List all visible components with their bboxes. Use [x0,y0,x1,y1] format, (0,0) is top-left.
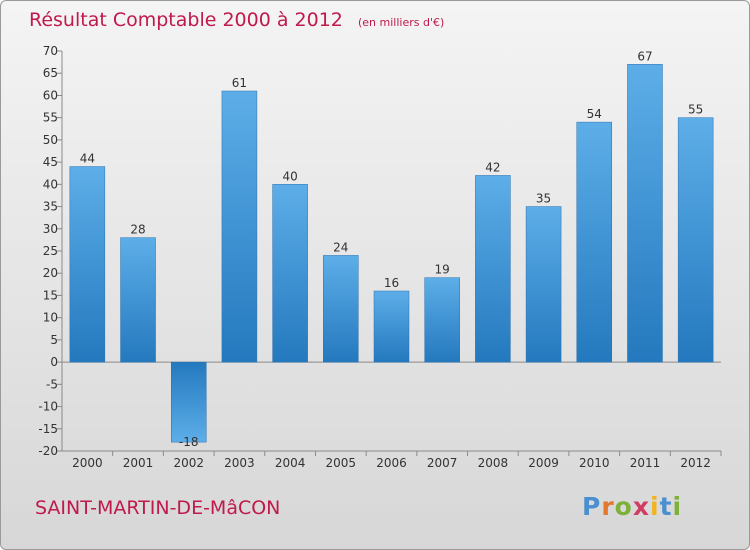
place-name: SAINT-MARTIN-DE-MâCON [35,497,281,519]
y-tick-label: 60 [43,88,58,102]
data-label-2003: 61 [232,76,247,90]
y-tick-label: 10 [43,311,58,325]
bar-2003 [221,90,258,363]
x-tick-label-2001: 2001 [123,456,154,470]
data-label-2008: 42 [485,160,500,174]
x-tick-label-2004: 2004 [275,456,306,470]
y-tick-label: 55 [43,111,58,125]
x-tick-label-2005: 2005 [326,456,357,470]
y-tick-label: 40 [43,177,58,191]
bars-group [69,64,714,443]
y-tick-label: -20 [38,444,58,458]
x-tick-label-2003: 2003 [224,456,255,470]
y-tick-label: 50 [43,133,58,147]
y-tick-label: -5 [46,377,58,391]
x-tick-label-2007: 2007 [427,456,458,470]
value-labels-group: 44 28 -18 61 40 24 16 19 42 35 54 67 55 [80,49,704,449]
chart-unit: (en milliers d'€) [357,16,445,29]
y-tick-label: -10 [38,400,58,414]
x-tick-label-2002: 2002 [173,456,204,470]
data-label-2004: 40 [282,169,297,183]
data-label-2001: 28 [130,223,145,237]
y-tick-label: 45 [43,155,58,169]
x-tick-labels-group: 2000 2001 2002 2003 2004 2005 2006 2007 2008 2009… [72,451,722,470]
data-label-2000: 44 [80,152,95,166]
x-tick-label-2000: 2000 [72,456,103,470]
bar-2008 [475,175,511,363]
bar-2012 [677,117,714,363]
bar-2006 [373,290,410,363]
data-label-2010: 54 [587,107,602,121]
title-row: Résultat Comptable 2000 à 2012 (en milli… [29,9,444,31]
x-tick-label-2008: 2008 [478,456,509,470]
bar-2002 [170,361,207,443]
data-label-2005: 24 [333,240,348,254]
y-tick-label: 20 [43,266,58,280]
y-tick-label: 65 [43,66,58,80]
x-tick-label-2006: 2006 [376,456,407,470]
bar-2011 [627,64,663,363]
bar-2009 [525,206,562,363]
bar-2001 [120,237,156,363]
data-label-2012: 55 [688,103,703,117]
x-tick-label-2012: 2012 [680,456,711,470]
data-label-2011: 67 [637,49,652,63]
data-label-2002: -18 [179,435,199,449]
bar-2004 [272,184,308,363]
y-tick-label: 0 [50,355,58,369]
y-tick-label: 5 [50,333,58,347]
bar-2000 [69,166,106,363]
y-tick-label: 15 [43,288,58,302]
y-tick-label: 25 [43,244,58,258]
y-tick-label: -15 [38,422,58,436]
y-tick-label: 35 [43,200,58,214]
axes [61,51,721,452]
x-tick-label-2009: 2009 [528,456,559,470]
x-tick-label-2011: 2011 [630,456,661,470]
chart-title: Résultat Comptable 2000 à 2012 [29,9,343,31]
bar-2005 [323,255,359,363]
data-label-2006: 16 [384,276,399,290]
proxiti-logo: Proxiti [582,492,683,521]
data-label-2009: 35 [536,192,551,206]
bar-2010 [576,121,613,363]
x-tick-label-2010: 2010 [579,456,610,470]
data-label-2007: 19 [435,263,450,277]
y-tick-label: 30 [43,222,58,236]
bar-2007 [424,277,460,363]
y-tick-label: 70 [43,44,58,58]
